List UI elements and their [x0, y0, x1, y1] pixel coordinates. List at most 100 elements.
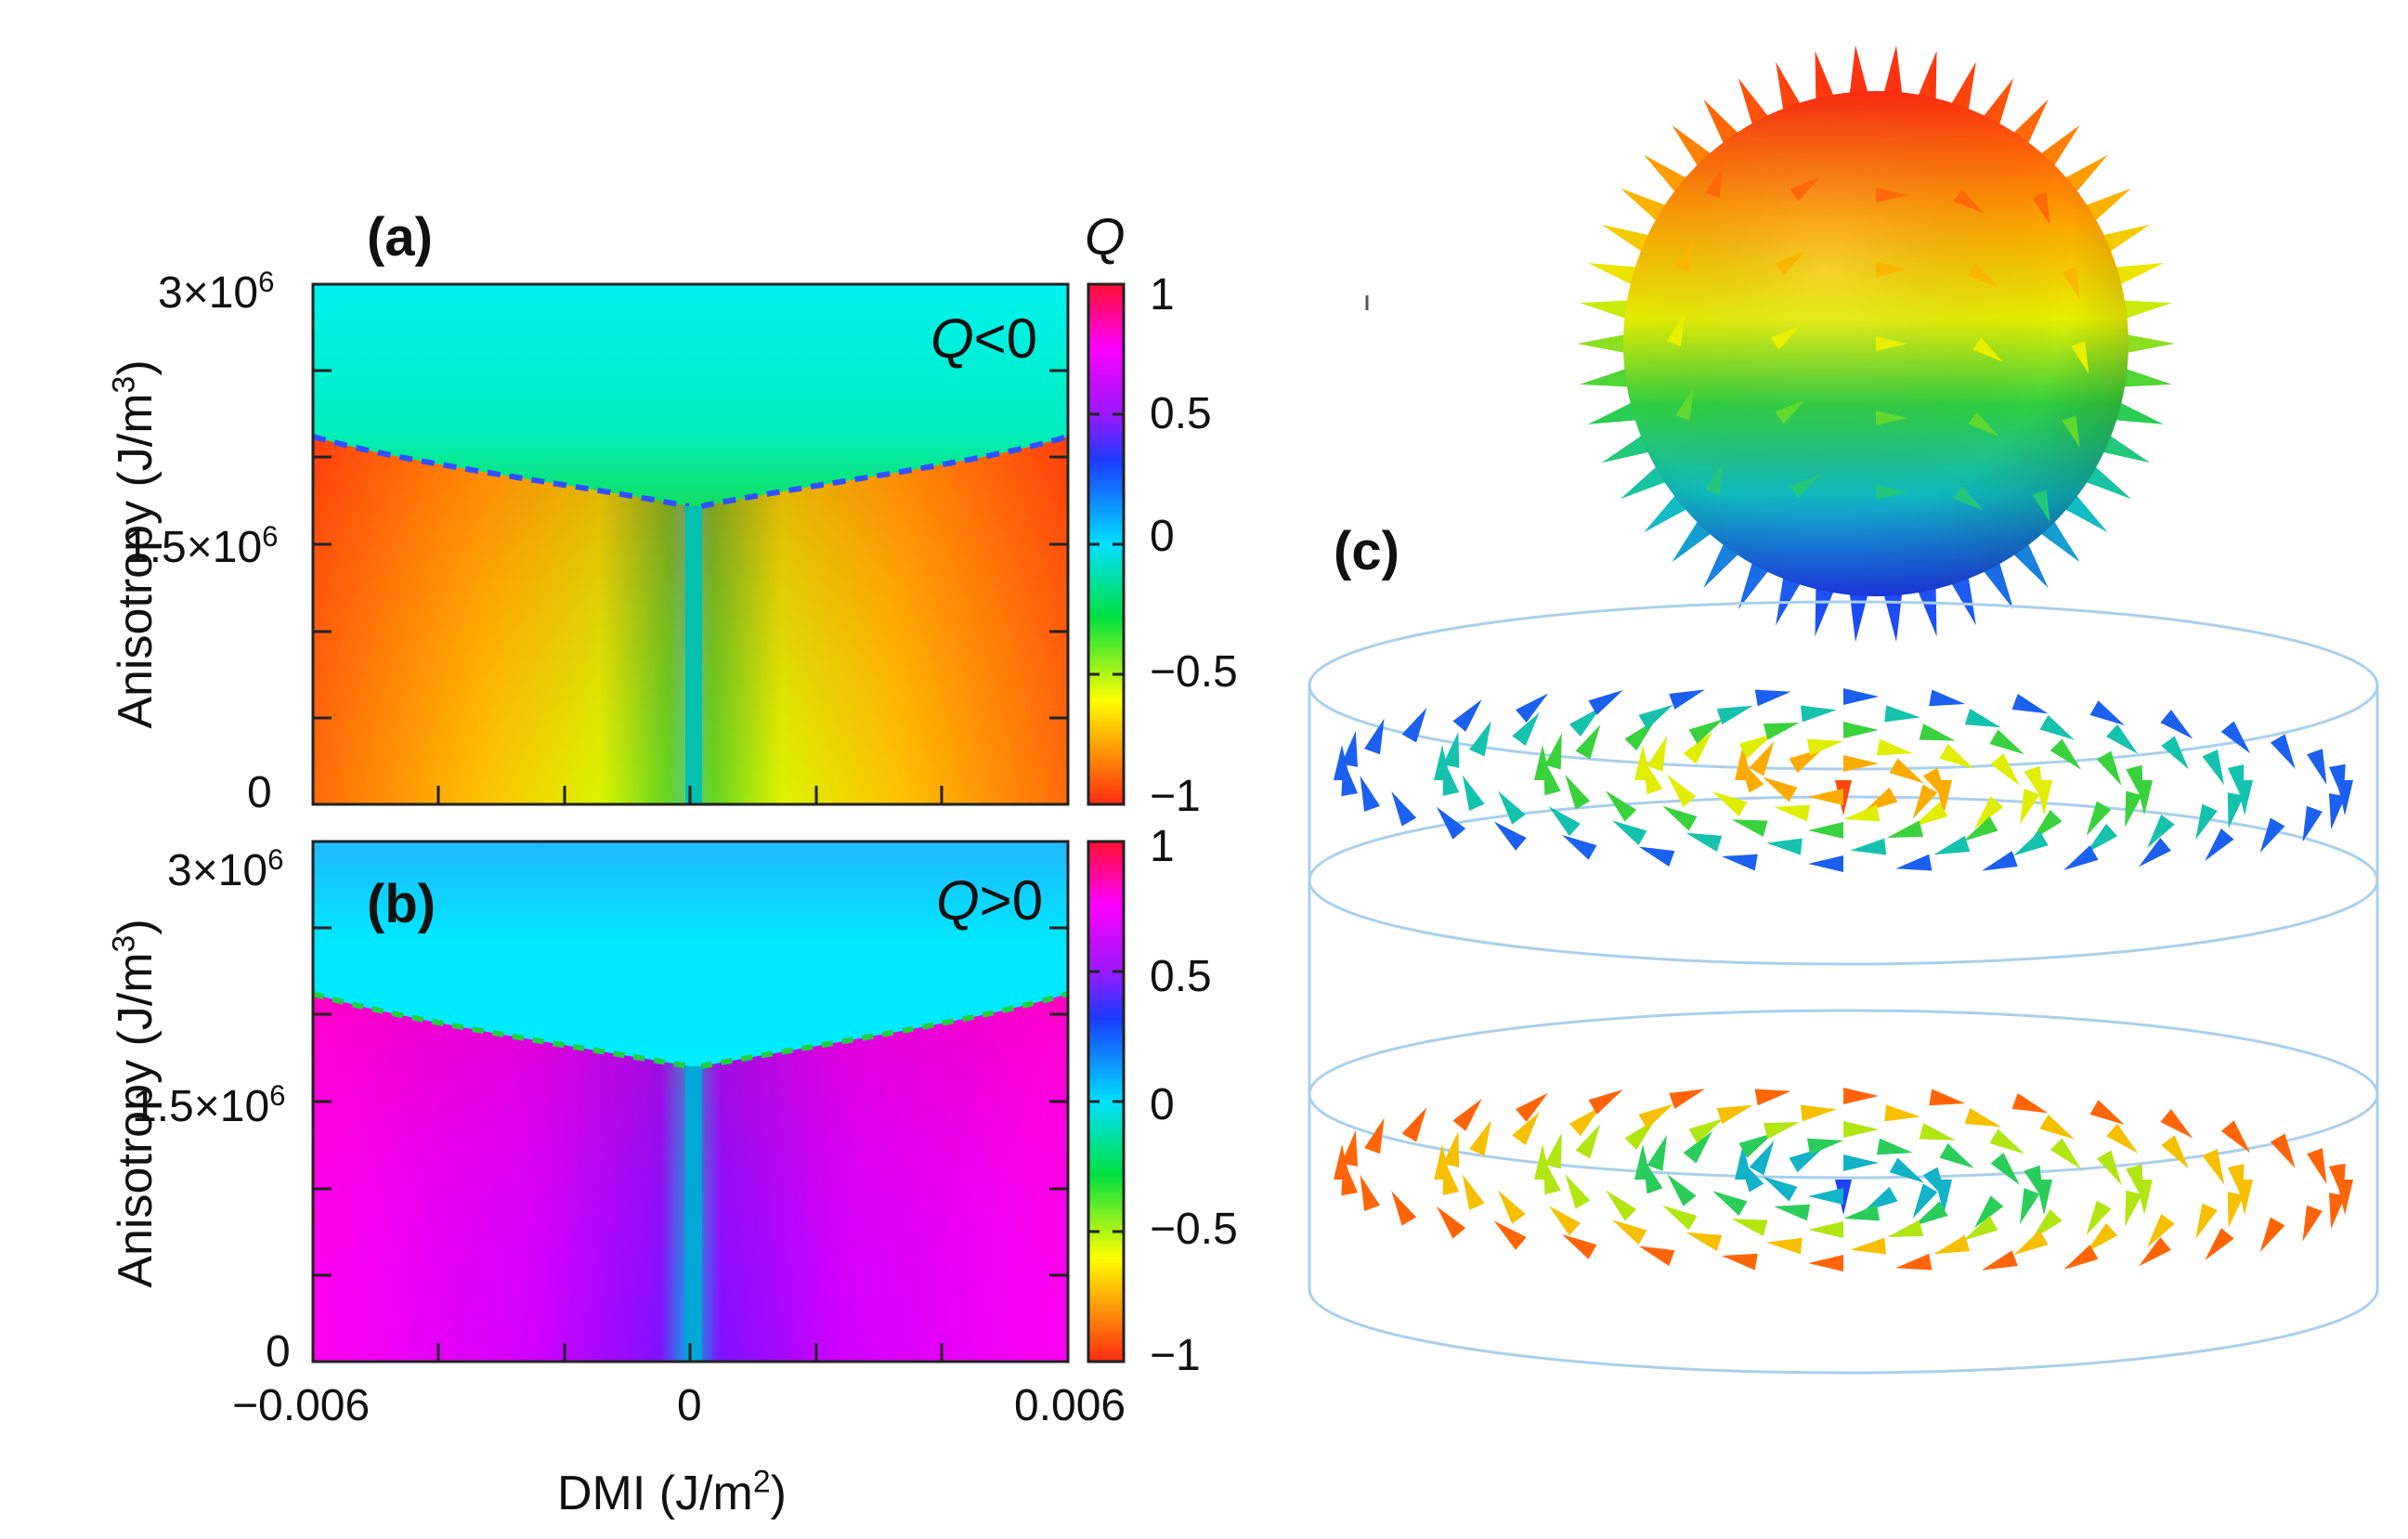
spin-cone	[1939, 1143, 1974, 1168]
sphere-spike	[2109, 263, 2165, 288]
spin-cone	[1884, 705, 1920, 723]
spin-cone	[1919, 1123, 1956, 1141]
spin-cone	[1763, 776, 1798, 802]
region-label-a: Q<0	[931, 307, 1038, 370]
spin-cone	[1462, 1174, 1485, 1210]
spin-cone	[1712, 1191, 1748, 1216]
sphere-spike	[2117, 367, 2173, 387]
spin-cone	[1512, 1111, 1540, 1145]
spin-cone	[2086, 1200, 2112, 1235]
spin-cone	[1887, 1219, 1924, 1237]
spin-cone	[1843, 688, 1879, 705]
spin-cone	[2024, 765, 2044, 802]
spin-cone	[1498, 1190, 1526, 1224]
spin-cone	[1516, 1092, 1549, 1122]
spin-cone	[2096, 750, 2122, 786]
spin-cone	[1452, 1099, 1482, 1131]
spin-cone	[2227, 792, 2245, 829]
sphere-surface-spike	[1790, 176, 1820, 202]
spin-cone	[1766, 1237, 1803, 1255]
heatmap-a	[311, 282, 1070, 806]
spin-cone	[1688, 719, 1724, 745]
spin-cone	[1895, 854, 1933, 871]
y-tick-zero-a: 0	[247, 768, 272, 817]
panel-label-c: (c)	[1334, 521, 1399, 581]
spin-cone	[1863, 787, 1898, 813]
spin-cone	[2013, 1230, 2049, 1256]
spin-cone	[1364, 1117, 1385, 1154]
spin-cone	[1754, 689, 1791, 707]
spin-cone	[1548, 806, 1581, 837]
spin-cone	[1876, 738, 1913, 756]
panel-label-a: (a)	[367, 207, 433, 267]
x-axis-title: DMI (J/m2)	[557, 1464, 787, 1520]
spin-cone	[1716, 705, 1753, 725]
bottom-layer-spins	[1334, 1088, 2353, 1272]
spin-cone	[1912, 784, 1938, 819]
spin-cone	[1800, 705, 1837, 723]
spin-cone	[1974, 1195, 2004, 1229]
spin-cone	[1606, 1190, 1637, 1221]
spin-cone	[1913, 802, 1948, 828]
sphere-surface-spike	[1775, 251, 1805, 276]
spin-cone	[1391, 1191, 1417, 1226]
hedgehog-sphere	[1577, 45, 2175, 643]
spin-cone	[1634, 745, 1651, 780]
spin-cone	[1436, 1206, 1466, 1239]
sphere-surface-spike	[2032, 192, 2050, 225]
spin-cone	[1738, 733, 1774, 759]
spin-cone	[2161, 736, 2189, 770]
spin-cone	[2205, 828, 2234, 861]
spin-cone	[1364, 718, 1385, 755]
spin-cone	[1933, 1234, 1971, 1255]
sphere-surface-spike	[1876, 336, 1907, 351]
sphere-spike	[1915, 50, 1937, 106]
sphere-surface-spike	[1876, 485, 1907, 500]
spin-cone	[1912, 1183, 1938, 1219]
spin-cone	[1667, 775, 1697, 807]
spin-cone	[2259, 1217, 2285, 1252]
top-layer-spins	[1334, 688, 2353, 872]
spin-cone	[2138, 838, 2171, 867]
spin-cone	[2063, 1245, 2099, 1270]
spin-cone	[2328, 763, 2346, 801]
spin-cone	[1434, 745, 1451, 780]
sphere-surface-spike	[2071, 341, 2089, 373]
spin-cone	[1808, 1255, 1843, 1272]
spin-cone	[1964, 708, 2001, 728]
spin-cone	[1534, 745, 1551, 780]
spin-cone	[1895, 1253, 1933, 1271]
spin-cone	[2013, 830, 2049, 856]
spin-cone	[1766, 838, 1803, 855]
spin-cone	[1850, 838, 1887, 855]
sphere-surface-spike	[1675, 388, 1694, 421]
y-tick-top-a: 3×106	[158, 266, 275, 318]
colorbar-title-a: Q	[1085, 207, 1126, 266]
spin-cone	[2050, 1138, 2081, 1169]
heatmap-b	[311, 840, 1070, 1363]
spin-cone	[1534, 1144, 1551, 1180]
cbar-b-tick-3: 0	[1150, 1080, 1175, 1129]
spin-cone	[1469, 1120, 1491, 1156]
sphere-surface-spike	[1705, 165, 1724, 198]
y-tick-mid-b: 1.5×106	[132, 1079, 286, 1131]
sphere-spike	[1948, 571, 1976, 626]
spin-cone	[1721, 1253, 1758, 1271]
sphere-surface-spike	[1968, 411, 1998, 437]
spin-cone	[2085, 1222, 2118, 1253]
spin-cone	[1981, 1250, 2018, 1271]
spin-cone	[1974, 796, 2004, 829]
spin-cone	[2160, 1109, 2193, 1139]
spin-cone	[1493, 821, 1527, 851]
spin-cone	[1919, 724, 1956, 741]
spin-cone	[1688, 1118, 1724, 1144]
spin-cone	[2220, 1120, 2251, 1154]
spin-cone	[2306, 749, 2327, 785]
spin-cone	[1452, 699, 1482, 732]
sphere-spike	[1882, 45, 1903, 100]
cbar-b-tick-2: 0.5	[1150, 952, 1212, 1001]
spin-cone	[2089, 700, 2125, 726]
spin-cone	[2063, 845, 2099, 870]
spin-cone	[1442, 1130, 1460, 1167]
sphere-spike	[1587, 263, 1643, 288]
